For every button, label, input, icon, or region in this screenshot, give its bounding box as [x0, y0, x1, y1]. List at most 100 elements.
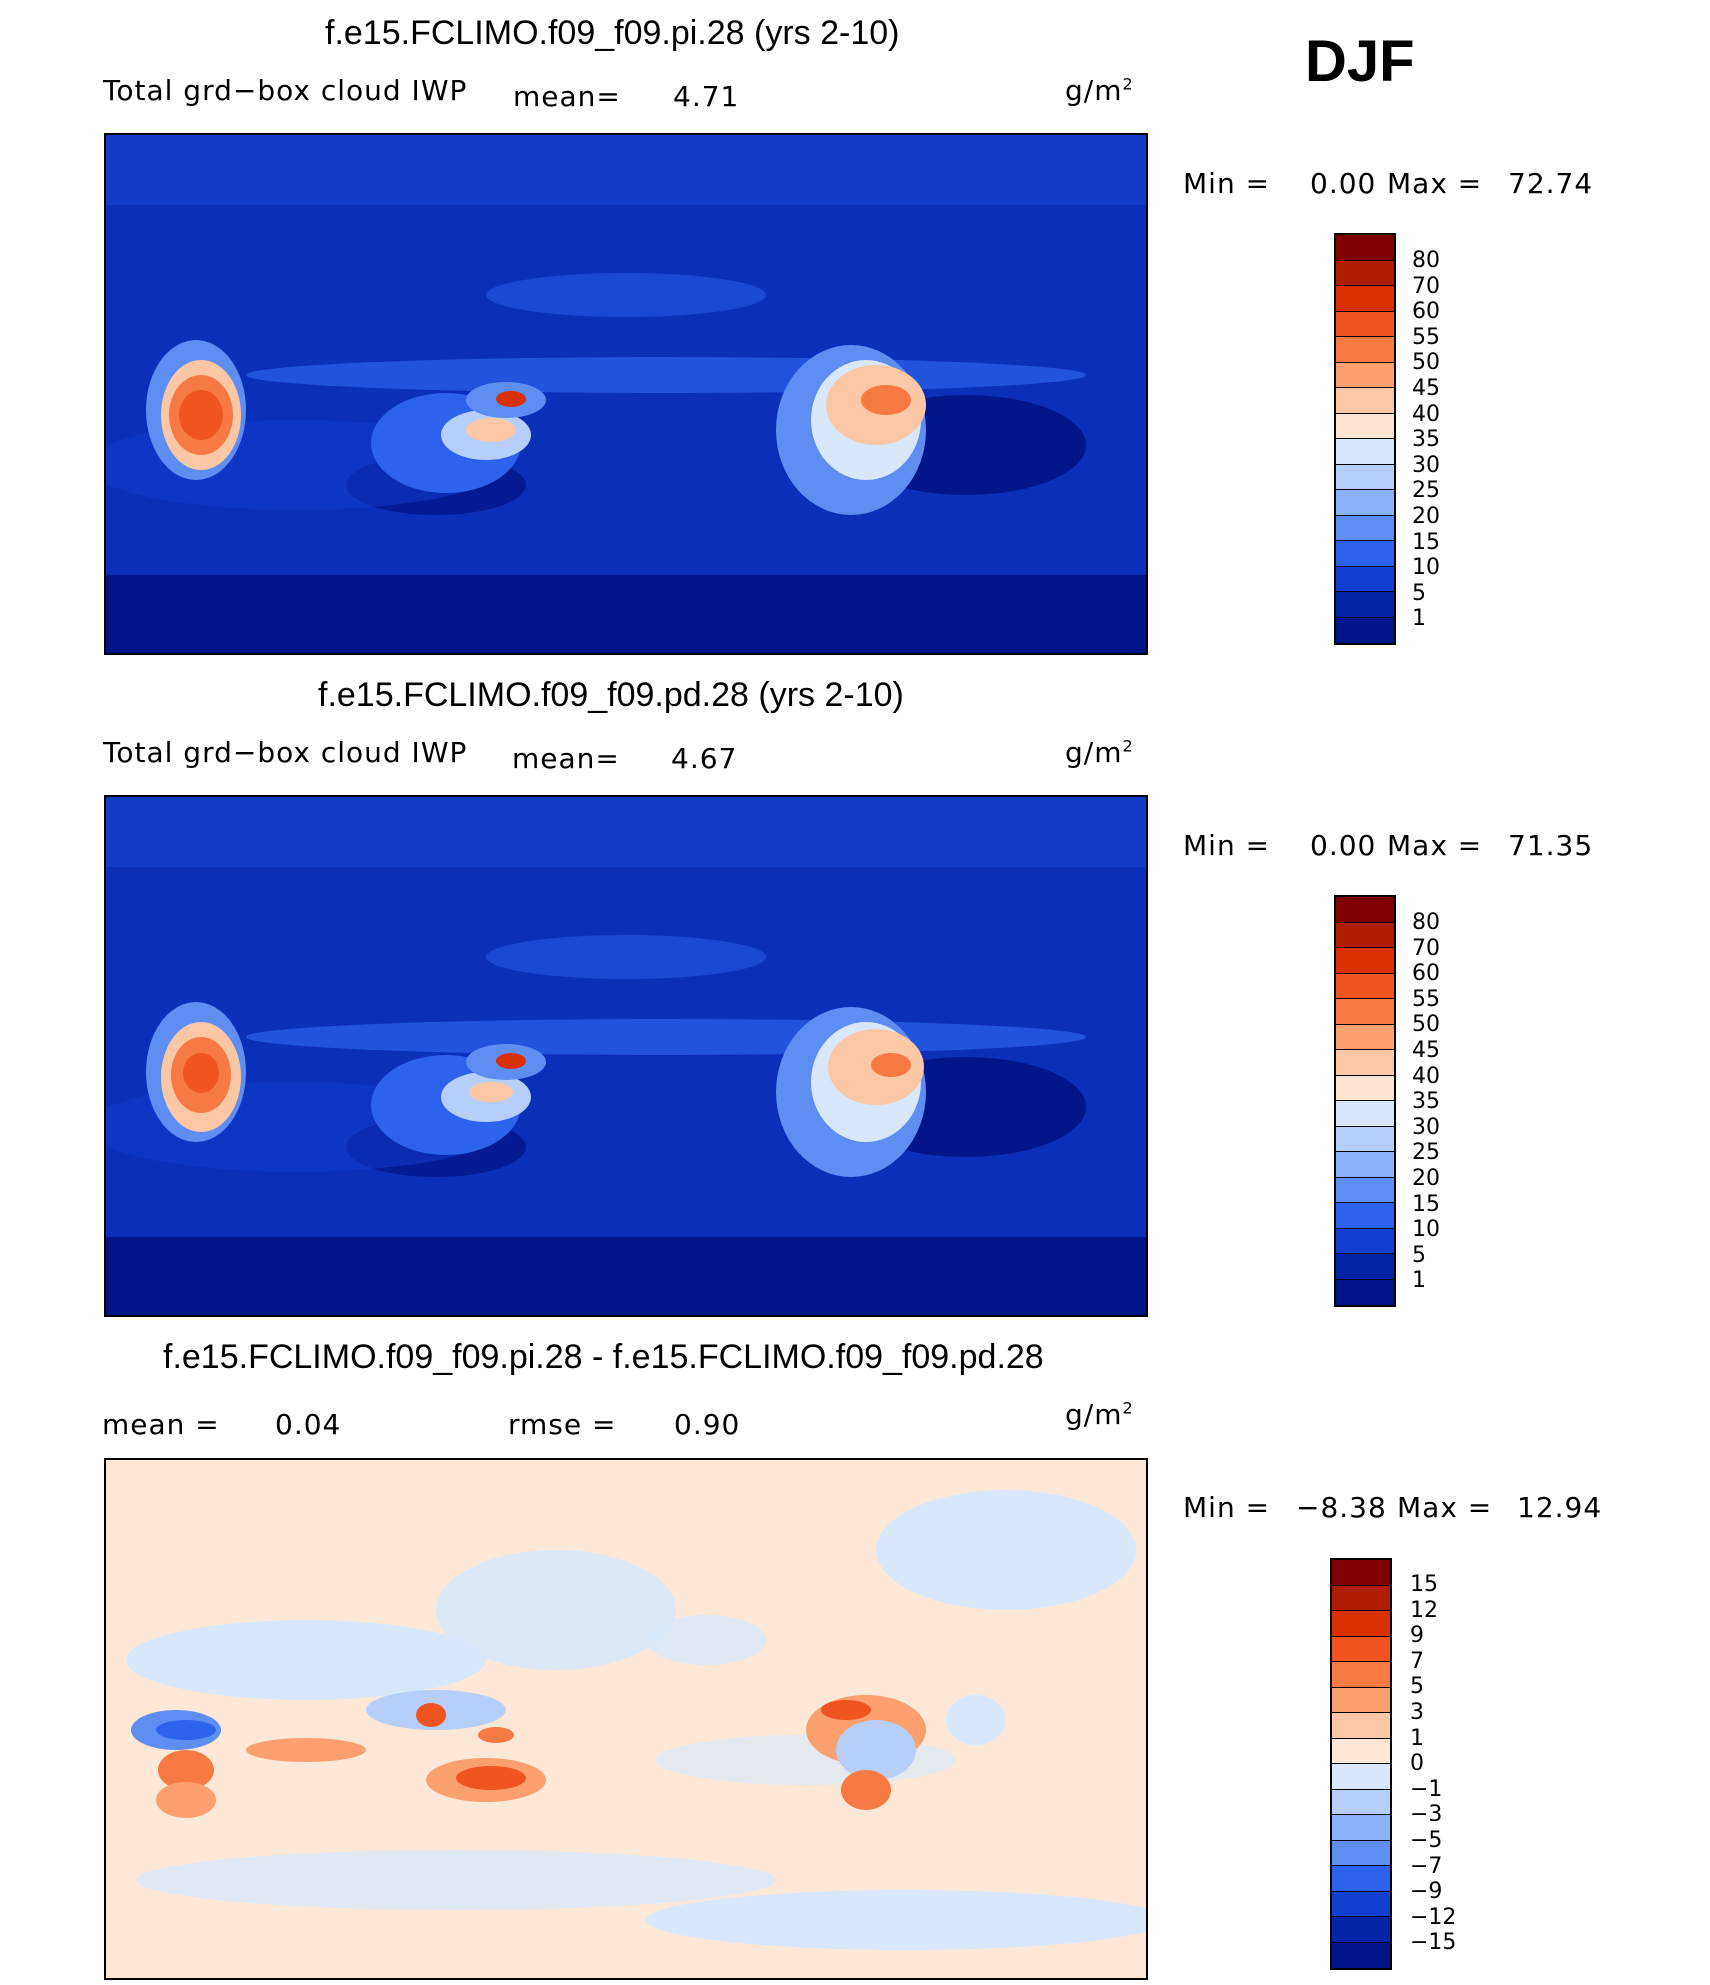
panel2-map [104, 795, 1148, 1317]
colorbar-tick-label: 70 [1412, 273, 1440, 299]
colorbar-tick-label: 15 [1410, 1572, 1438, 1597]
panel1-colorbar-labels: 80 70 60 55 50 45 40 35 30 25 20 15 10 5 1 [1412, 248, 1440, 632]
colorbar-swatch [1336, 617, 1394, 643]
panel2-colorbar [1334, 895, 1396, 1307]
colorbar-swatch [1336, 922, 1394, 948]
colorbar-tick-label: 50 [1412, 350, 1440, 376]
colorbar-tick-label: 12 [1410, 1597, 1438, 1623]
colorbar-tick-label: −9 [1410, 1879, 1443, 1905]
colorbar-swatch [1332, 1636, 1390, 1662]
colorbar-tick-label: 35 [1412, 427, 1440, 453]
colorbar-tick-label: 20 [1412, 503, 1440, 529]
panel3-rmse-value: 0.90 [674, 1408, 741, 1441]
panel2-min-label: Min = [1183, 829, 1271, 862]
panel3-rmse-label: rmse = [508, 1408, 617, 1441]
colorbar-swatch [1332, 1585, 1390, 1611]
colorbar-tick-label: −5 [1410, 1827, 1443, 1853]
colorbar-swatch [1336, 1101, 1394, 1127]
colorbar-swatch [1336, 311, 1394, 337]
panel2-title: f.e15.FCLIMO.f09_f09.pd.28 (yrs 2-10) [318, 676, 904, 714]
colorbar-swatch [1336, 439, 1394, 465]
colorbar-swatch [1336, 1050, 1394, 1076]
colorbar-swatch [1336, 362, 1394, 388]
panel2-max-label: Max = [1387, 829, 1483, 862]
colorbar-tick-label: 60 [1412, 961, 1440, 987]
panel1-min-value: 0.00 [1310, 167, 1377, 200]
panel3-map [104, 1458, 1148, 1980]
colorbar-swatch [1332, 1866, 1390, 1892]
colorbar-tick-label: 80 [1412, 910, 1440, 935]
colorbar-tick-label: −3 [1410, 1802, 1443, 1828]
colorbar-tick-label: −15 [1410, 1930, 1457, 1956]
colorbar-swatch [1332, 1662, 1390, 1688]
colorbar-swatch [1332, 1738, 1390, 1764]
colorbar-swatch [1336, 235, 1394, 261]
colorbar-swatch [1336, 541, 1394, 567]
panel2-unit: g/m2 [1065, 736, 1134, 769]
panel2-mean-value: 4.67 [671, 742, 738, 775]
colorbar-swatch [1332, 1942, 1390, 1968]
panel3-title: f.e15.FCLIMO.f09_f09.pi.28 - f.e15.FCLIM… [163, 1338, 1044, 1376]
colorbar-swatch [1336, 1279, 1394, 1305]
colorbar-swatch [1336, 1075, 1394, 1101]
colorbar-swatch [1336, 973, 1394, 999]
colorbar-tick-label: 45 [1412, 1037, 1440, 1063]
colorbar-swatch [1336, 897, 1394, 923]
colorbar-swatch [1332, 1713, 1390, 1739]
panel3-min-value: −8.38 [1296, 1491, 1387, 1524]
colorbar-tick-label: 1 [1412, 1268, 1426, 1294]
colorbar-swatch [1332, 1611, 1390, 1637]
colorbar-swatch [1336, 948, 1394, 974]
panel1-unit: g/m2 [1065, 74, 1134, 107]
panel2-min-value: 0.00 [1310, 829, 1377, 862]
colorbar-tick-label: 0 [1410, 1751, 1424, 1777]
colorbar-tick-label: 50 [1412, 1012, 1440, 1038]
panel1-max-value: 72.74 [1508, 167, 1594, 200]
panel3-mean-label: mean = [102, 1408, 220, 1441]
panel1-title: f.e15.FCLIMO.f09_f09.pi.28 (yrs 2-10) [325, 14, 900, 52]
panel2-variable: Total grd−box cloud IWP [103, 736, 468, 769]
panel3-colorbar [1330, 1558, 1392, 1970]
colorbar-swatch [1336, 1177, 1394, 1203]
colorbar-tick-label: 55 [1412, 986, 1440, 1012]
panel3-map-field [106, 1460, 1146, 1978]
colorbar-tick-label: −7 [1410, 1853, 1443, 1879]
colorbar-swatch [1336, 286, 1394, 312]
panel1-map-field [106, 135, 1146, 653]
colorbar-tick-label: 70 [1412, 935, 1440, 961]
colorbar-tick-label: 1 [1410, 1725, 1424, 1751]
colorbar-swatch [1336, 515, 1394, 541]
colorbar-tick-label: 15 [1412, 529, 1440, 555]
colorbar-tick-label: 40 [1412, 401, 1440, 427]
colorbar-tick-label: 25 [1412, 1140, 1440, 1166]
panel1-mean-value: 4.71 [673, 80, 740, 113]
colorbar-swatch [1336, 999, 1394, 1025]
panel1-variable: Total grd−box cloud IWP [103, 74, 468, 107]
colorbar-tick-label: 30 [1412, 1114, 1440, 1140]
panel1-colorbar [1334, 233, 1396, 645]
panel3-max-value: 12.94 [1517, 1491, 1603, 1524]
colorbar-tick-label: 7 [1410, 1648, 1424, 1674]
colorbar-tick-label: 9 [1410, 1623, 1424, 1649]
colorbar-swatch [1336, 1126, 1394, 1152]
season-label: DJF [1305, 29, 1415, 94]
colorbar-swatch [1332, 1764, 1390, 1790]
panel3-max-label: Max = [1397, 1491, 1493, 1524]
colorbar-swatch [1336, 1203, 1394, 1229]
colorbar-tick-label: 5 [1412, 580, 1426, 606]
panel2-max-value: 71.35 [1508, 829, 1594, 862]
panel2-mean-label: mean= [512, 742, 620, 775]
colorbar-swatch [1336, 464, 1394, 490]
colorbar-tick-label: 5 [1412, 1242, 1426, 1268]
colorbar-swatch [1336, 413, 1394, 439]
panel3-colorbar-labels: 15 12 9 7 5 3 1 0 −1 −3 −5 −7 −9 −12 −15 [1410, 1572, 1456, 1956]
colorbar-swatch [1332, 1917, 1390, 1943]
colorbar-tick-label: 5 [1410, 1674, 1424, 1700]
panel3-min-label: Min = [1183, 1491, 1271, 1524]
colorbar-swatch [1336, 337, 1394, 363]
colorbar-swatch [1336, 1228, 1394, 1254]
panel2-map-field [106, 797, 1146, 1315]
colorbar-tick-label: 55 [1412, 324, 1440, 350]
panel1-min-label: Min = [1183, 167, 1271, 200]
colorbar-swatch [1336, 592, 1394, 618]
